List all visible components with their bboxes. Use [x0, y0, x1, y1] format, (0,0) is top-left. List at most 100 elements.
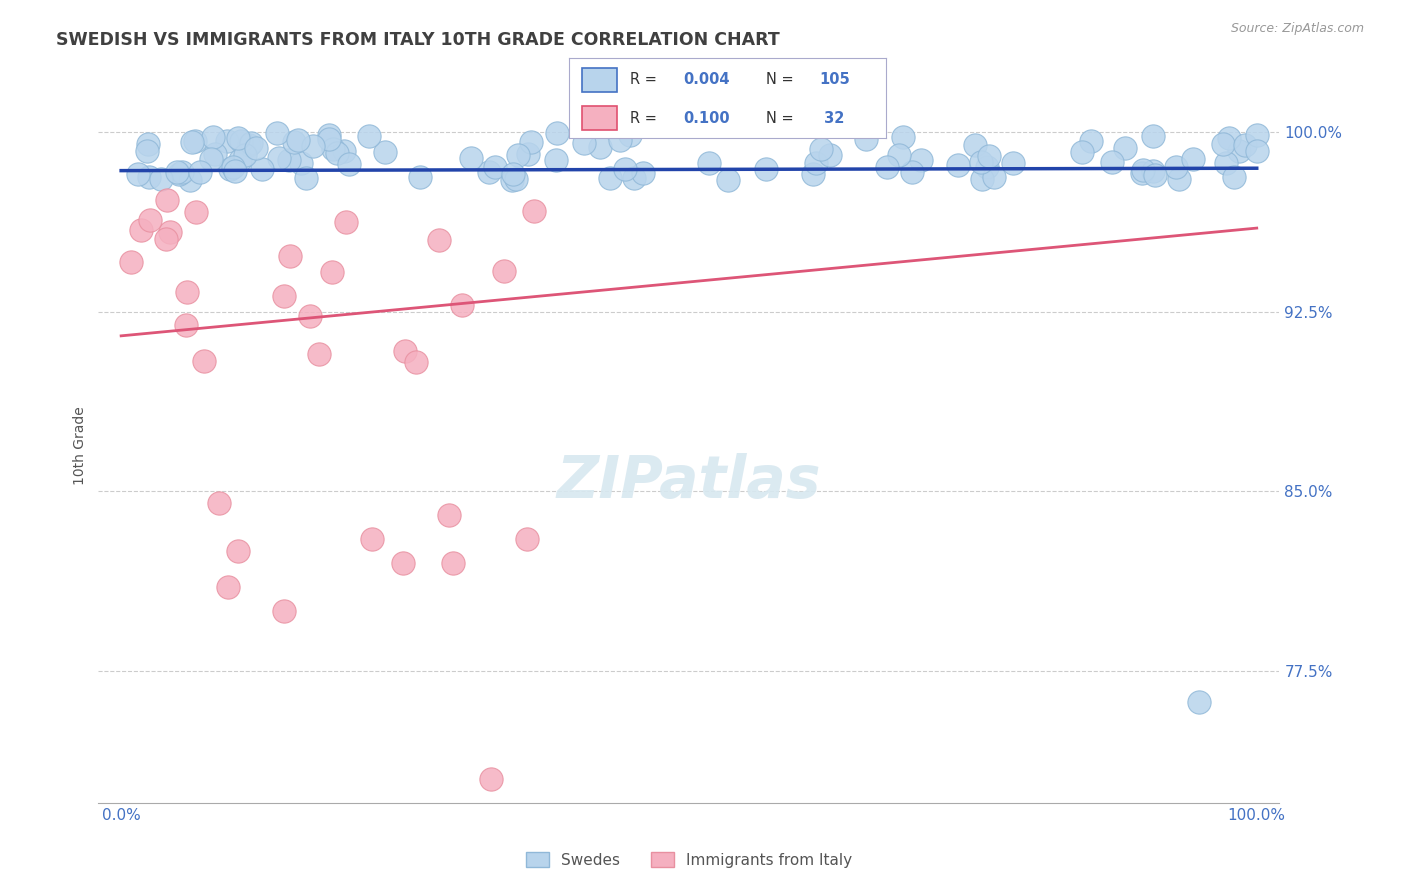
- Point: [977, 149, 1000, 163]
- Point: [326, 145, 349, 160]
- Point: [156, 193, 179, 207]
- Point: [1164, 160, 1187, 174]
- Point: [1001, 156, 1024, 170]
- Point: [1215, 155, 1237, 169]
- Text: R =: R =: [630, 111, 661, 126]
- Point: [283, 135, 305, 149]
- Point: [280, 249, 302, 263]
- Point: [1234, 137, 1257, 152]
- Point: [159, 226, 181, 240]
- Point: [321, 265, 343, 279]
- Point: [200, 152, 222, 166]
- Point: [183, 134, 205, 148]
- Text: 32: 32: [820, 111, 845, 126]
- Point: [1246, 128, 1268, 142]
- Point: [188, 165, 211, 179]
- Point: [1212, 137, 1234, 152]
- Text: Source: ZipAtlas.com: Source: ZipAtlas.com: [1230, 22, 1364, 36]
- Point: [299, 309, 322, 323]
- Point: [245, 141, 267, 155]
- Point: [589, 140, 612, 154]
- Point: [127, 167, 149, 181]
- Point: [946, 158, 969, 172]
- Point: [505, 172, 527, 186]
- Point: [976, 160, 998, 174]
- Point: [337, 157, 360, 171]
- Point: [150, 171, 173, 186]
- Point: [427, 233, 450, 247]
- Point: [523, 204, 546, 219]
- Text: SWEDISH VS IMMIGRANTS FROM ITALY 10TH GRADE CORRELATION CHART: SWEDISH VS IMMIGRANTS FROM ITALY 10TH GR…: [56, 31, 780, 49]
- Point: [222, 160, 245, 174]
- Point: [155, 232, 177, 246]
- Point: [409, 170, 432, 185]
- Point: [308, 347, 330, 361]
- Point: [623, 171, 645, 186]
- Point: [229, 153, 252, 167]
- Legend: Swedes, Immigrants from Italy: Swedes, Immigrants from Italy: [520, 846, 858, 873]
- Point: [179, 173, 201, 187]
- Point: [129, 223, 152, 237]
- Point: [1142, 128, 1164, 143]
- Point: [804, 156, 827, 170]
- Point: [439, 508, 461, 523]
- Point: [361, 533, 384, 547]
- Point: [166, 165, 188, 179]
- Point: [135, 144, 157, 158]
- Point: [609, 133, 631, 147]
- Point: [287, 133, 309, 147]
- Point: [267, 151, 290, 165]
- Point: [295, 170, 318, 185]
- Point: [1218, 131, 1240, 145]
- Point: [855, 132, 877, 146]
- Point: [138, 169, 160, 184]
- Point: [502, 167, 524, 181]
- Point: [226, 544, 249, 558]
- Point: [450, 298, 472, 312]
- Point: [139, 212, 162, 227]
- Point: [755, 162, 778, 177]
- Text: 0.100: 0.100: [683, 111, 730, 126]
- Point: [1188, 695, 1211, 709]
- Point: [1227, 144, 1250, 158]
- Point: [217, 580, 239, 594]
- Point: [517, 146, 540, 161]
- Point: [810, 142, 832, 156]
- Point: [460, 151, 482, 165]
- Point: [1114, 141, 1136, 155]
- Point: [1142, 164, 1164, 178]
- Point: [572, 136, 595, 151]
- Point: [477, 165, 499, 179]
- Point: [983, 169, 1005, 184]
- Point: [120, 255, 142, 269]
- Point: [441, 557, 464, 571]
- Point: [273, 289, 295, 303]
- Point: [273, 604, 295, 618]
- Point: [208, 496, 231, 510]
- Point: [619, 128, 641, 143]
- Point: [801, 168, 824, 182]
- Point: [394, 343, 416, 358]
- Point: [1182, 152, 1205, 166]
- FancyBboxPatch shape: [582, 106, 617, 130]
- Point: [479, 772, 502, 786]
- Point: [235, 147, 257, 161]
- Point: [229, 134, 252, 148]
- Point: [181, 135, 204, 149]
- Point: [136, 136, 159, 151]
- Point: [172, 165, 194, 179]
- Point: [290, 156, 312, 170]
- Point: [266, 127, 288, 141]
- Point: [1246, 145, 1268, 159]
- Point: [546, 126, 568, 140]
- Point: [374, 145, 396, 159]
- Point: [963, 137, 986, 152]
- Point: [546, 153, 568, 167]
- Point: [519, 135, 541, 149]
- Point: [717, 172, 740, 186]
- Point: [972, 171, 994, 186]
- Point: [697, 156, 720, 170]
- Point: [228, 131, 250, 145]
- Point: [970, 155, 993, 169]
- Text: R =: R =: [630, 72, 661, 87]
